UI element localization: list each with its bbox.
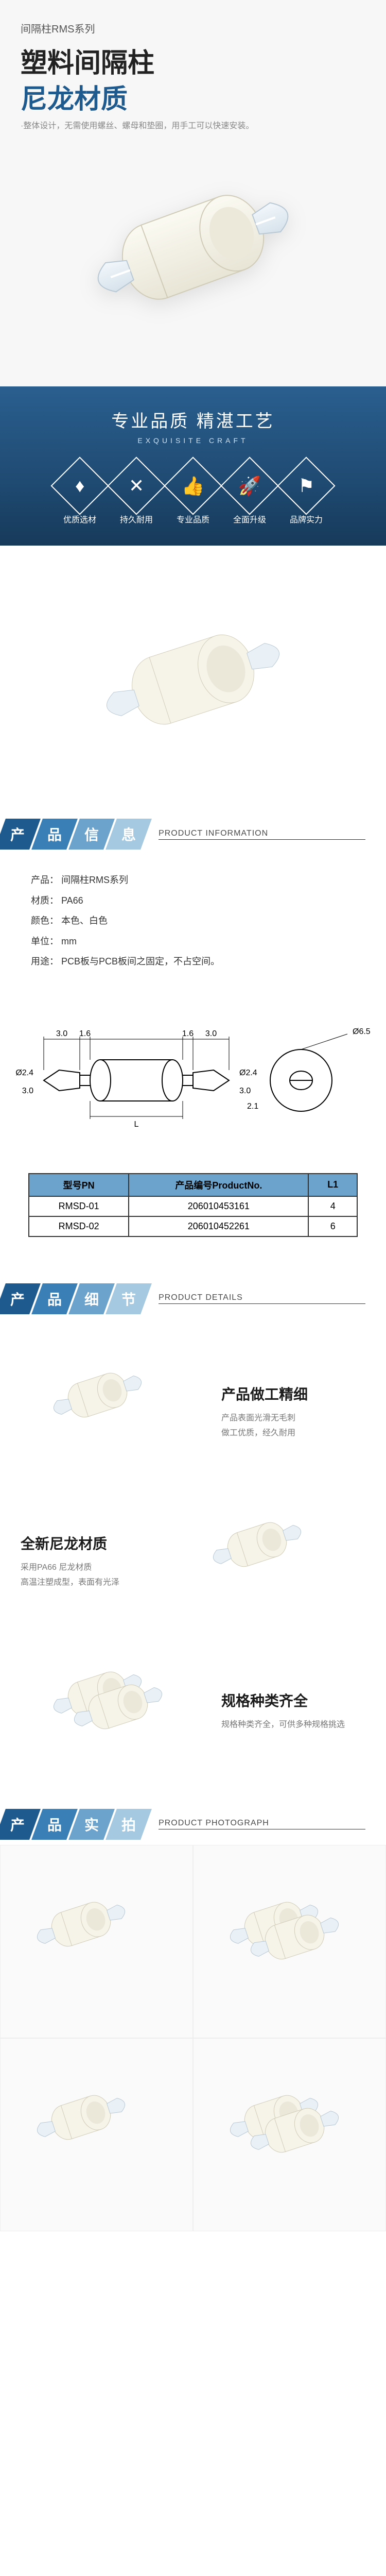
detail-desc: 规格种类齐全，可供多种规格挑选 [221, 1718, 365, 1733]
spec-cell: 206010453161 [129, 1196, 308, 1216]
info-line: 单位： mm [31, 931, 355, 952]
dim-label: 1.6 [182, 1029, 194, 1038]
craft-item: ⚑品牌实力 [286, 465, 327, 525]
craft-icon: 🚀 [220, 456, 278, 515]
section-char: 实 [74, 1814, 109, 1835]
detail-title: 全新尼龙材质 [21, 1533, 165, 1553]
hero-subtitle: ·整体设计，无需使用螺丝、螺母和垫圈，用手工可以快速安装。 [21, 118, 254, 131]
detail-desc: 采用PA66 尼龙材质高温注塑成型，表面有光泽 [21, 1561, 165, 1590]
spec-table: 型号PN产品编号ProductNo.L1 RMSD-01206010453161… [28, 1173, 358, 1237]
spec-col: 产品编号ProductNo. [129, 1174, 308, 1196]
craft-subtitle: EXQUISITE CRAFT [0, 436, 386, 445]
section-title-photo: 产 品 实 拍 [0, 1809, 148, 1840]
section-char: 拍 [111, 1814, 146, 1835]
product-photo-single [0, 546, 386, 814]
dim-label: 3.0 [56, 1029, 67, 1038]
spec-cell: RMSD-01 [29, 1196, 129, 1216]
section-title-info: 产 品 信 息 [0, 819, 148, 850]
dim-label: 3.0 [22, 1087, 33, 1095]
craft-title: 专业品质 精湛工艺 [0, 407, 386, 432]
section-header-info: 产 品 信 息 PRODUCT INFORMATION [0, 814, 386, 855]
photo-cell [0, 2038, 193, 2231]
section-char: 品 [37, 1289, 72, 1309]
section-english-photo: PRODUCT PHOTOGRAPH [159, 1819, 365, 1829]
section-header-photo: 产 品 实 拍 PRODUCT PHOTOGRAPH [0, 1804, 386, 1845]
info-line: 用途： PCB板与PCB板间之固定，不占空间。 [31, 952, 355, 972]
photo-grid [0, 1845, 386, 2231]
dim-label: L [134, 1120, 139, 1129]
craft-section: 专业品质 精湛工艺 EXQUISITE CRAFT ♦优质选材 ✕持久耐用 👍专业品… [0, 386, 386, 546]
section-char: 息 [111, 824, 146, 844]
series-label: 间隔柱RMS系列 [21, 21, 95, 36]
product-info-text: 产品： 间隔柱RMS系列材质： PA66颜色： 本色、白色单位： mm用途： P… [0, 855, 386, 988]
detail-image [21, 1345, 206, 1479]
dim-label: 2.1 [247, 1102, 258, 1111]
info-line: 产品： 间隔柱RMS系列 [31, 870, 355, 891]
photo-cell [193, 1845, 386, 2038]
photo-cell [0, 1845, 193, 2038]
section-char: 节 [111, 1289, 146, 1309]
detail-title: 产品做工精细 [221, 1383, 365, 1404]
detail-text: 规格种类齐全规格种类齐全，可供多种规格挑选 [221, 1690, 365, 1733]
section-char: 品 [37, 1814, 72, 1835]
section-title-detail: 产 品 细 节 [0, 1283, 148, 1314]
spec-cell: 206010452261 [129, 1216, 308, 1236]
section-char: 产 [0, 824, 35, 844]
hero-product-image [51, 144, 335, 350]
detail-row: 产品做工精细产品表面光滑无毛刺做工优质，经久耐用 [21, 1345, 365, 1479]
info-line: 颜色： 本色、白色 [31, 911, 355, 931]
spacer-illustration [59, 170, 327, 325]
craft-icon-row: ♦优质选材 ✕持久耐用 👍专业品质 🚀全面升级 ⚑品牌实力 [0, 465, 386, 525]
craft-icon: ✕ [107, 456, 165, 515]
spec-header-row: 型号PN产品编号ProductNo.L1 [29, 1174, 357, 1196]
section-char: 信 [74, 824, 109, 844]
detail-title: 规格种类齐全 [221, 1690, 365, 1710]
section-header-detail: 产 品 细 节 PRODUCT DETAILS [0, 1278, 386, 1319]
dim-label: 1.6 [79, 1029, 91, 1038]
table-row: RMSD-022060104522616 [29, 1216, 357, 1236]
info-line: 材质： PA66 [31, 891, 355, 911]
spec-col: L1 [308, 1174, 357, 1196]
craft-item: ♦优质选材 [59, 465, 100, 525]
section-english-detail: PRODUCT DETAILS [159, 1293, 365, 1304]
photo-cell [193, 2038, 386, 2231]
section-char: 产 [0, 1814, 35, 1835]
craft-icon: ♦ [50, 456, 109, 515]
table-row: RMSD-012060104531614 [29, 1196, 357, 1216]
section-char: 细 [74, 1289, 109, 1309]
dim-label: Ø2.4 [15, 1069, 33, 1077]
spec-cell: RMSD-02 [29, 1216, 129, 1236]
hero-title-2: 尼龙材质 [21, 77, 128, 116]
detail-desc: 产品表面光滑无毛刺做工优质，经久耐用 [221, 1411, 365, 1441]
section-char: 产 [0, 1289, 35, 1309]
spec-body: RMSD-012060104531614RMSD-022060104522616 [29, 1196, 357, 1236]
dim-label: 3.0 [205, 1029, 217, 1038]
section-english-info: PRODUCT INFORMATION [159, 829, 365, 840]
dimension-diagram: 3.0 1.6 1.6 3.0 Ø2.4 Ø2.4 3.0 3.0 L 2.1 … [0, 988, 386, 1163]
craft-item: 👍专业品质 [172, 465, 214, 525]
spec-cell: 6 [308, 1216, 357, 1236]
craft-icon: 👍 [164, 456, 222, 515]
craft-item: 🚀全面升级 [229, 465, 270, 525]
craft-icon: ⚑ [277, 456, 335, 515]
detail-image [21, 1644, 206, 1778]
spec-cell: 4 [308, 1196, 357, 1216]
detail-text: 产品做工精细产品表面光滑无毛刺做工优质，经久耐用 [221, 1383, 365, 1441]
detail-list: 产品做工精细产品表面光滑无毛刺做工优质，经久耐用全新尼龙材质采用PA66 尼龙材… [0, 1319, 386, 1804]
hero-title-1: 塑料间隔柱 [21, 41, 154, 80]
dim-label: Ø6.5 [353, 1027, 371, 1036]
spec-col: 型号PN [29, 1174, 129, 1196]
dim-label: 3.0 [239, 1087, 251, 1095]
detail-image [180, 1495, 365, 1629]
section-char: 品 [37, 824, 72, 844]
detail-row: 全新尼龙材质采用PA66 尼龙材质高温注塑成型，表面有光泽 [21, 1495, 365, 1629]
spacer-illustration [64, 587, 322, 772]
craft-item: ✕持久耐用 [116, 465, 157, 525]
hero-section: 间隔柱RMS系列 塑料间隔柱 尼龙材质 ·整体设计，无需使用螺丝、螺母和垫圈，用… [0, 0, 386, 386]
detail-text: 全新尼龙材质采用PA66 尼龙材质高温注塑成型，表面有光泽 [21, 1533, 165, 1590]
dim-label: Ø2.4 [239, 1069, 257, 1077]
detail-row: 规格种类齐全规格种类齐全，可供多种规格挑选 [21, 1644, 365, 1778]
